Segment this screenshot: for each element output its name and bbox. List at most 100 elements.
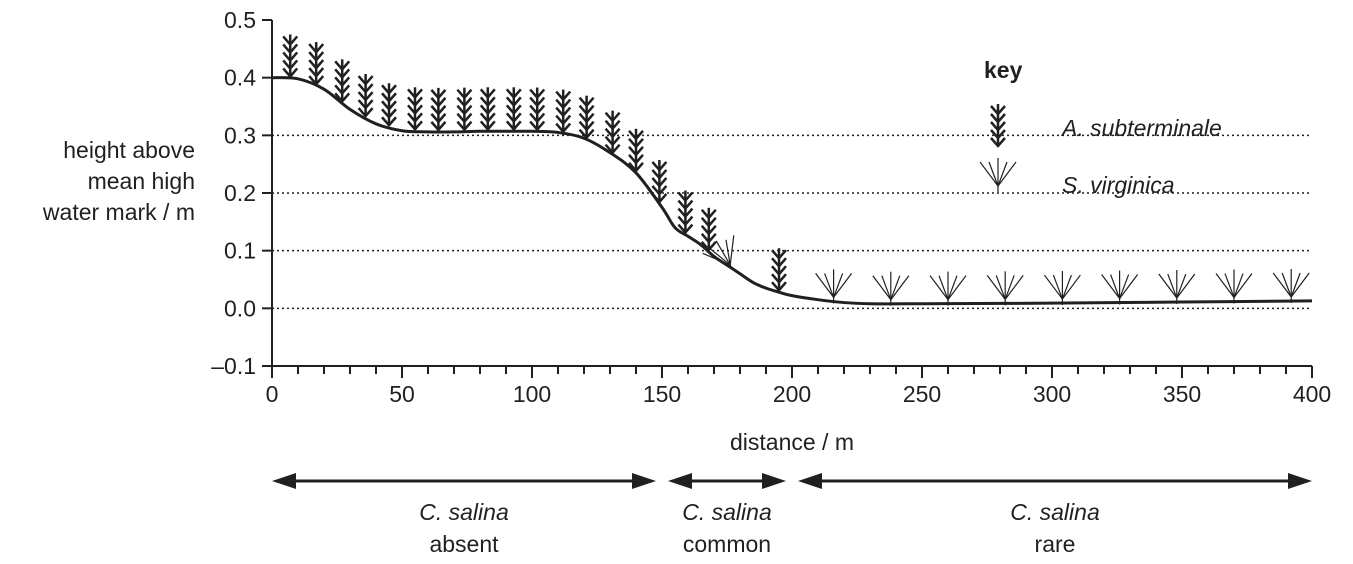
x-tick-label: 250 — [903, 381, 941, 407]
chevron — [334, 76, 351, 88]
stroke — [1004, 275, 1015, 300]
marker-s-virginica — [872, 271, 910, 306]
stroke — [988, 161, 999, 187]
chevron — [308, 51, 325, 62]
chevron — [555, 106, 572, 118]
chevron — [505, 112, 522, 124]
stroke — [1176, 273, 1187, 299]
chevron — [282, 67, 299, 79]
stroke — [1004, 274, 1024, 300]
y-tick-label: 0.2 — [224, 180, 256, 206]
chevron — [479, 104, 496, 116]
marker-a-subterminale — [651, 159, 668, 204]
chevron — [700, 208, 717, 220]
chevron — [505, 104, 522, 116]
zone-species-label: C. salina — [682, 499, 771, 525]
chevron — [357, 99, 374, 110]
marker-s-virginica — [1101, 270, 1139, 305]
y-axis-title-line: mean high — [88, 168, 195, 194]
zone-arrow-head-right — [1288, 473, 1312, 489]
chevron — [334, 84, 351, 96]
stroke — [702, 252, 731, 266]
marker-s-virginica — [702, 235, 735, 271]
y-tick-label: 0.1 — [224, 238, 256, 264]
stroke — [1119, 274, 1130, 299]
chevron — [308, 43, 325, 54]
stroke — [1233, 273, 1244, 298]
stroke — [997, 161, 1008, 187]
chevron — [456, 104, 473, 116]
zone-arrow-head-right — [762, 473, 786, 489]
chevron — [407, 120, 423, 132]
chevron — [555, 98, 572, 110]
zone-arrow-head-left — [668, 473, 692, 489]
chevron — [282, 35, 299, 47]
marker-a-subterminale — [677, 190, 694, 235]
chevron — [381, 116, 397, 128]
stroke — [1061, 274, 1072, 300]
stroke — [1233, 273, 1253, 298]
chevron — [771, 273, 787, 285]
stroke — [995, 275, 1006, 300]
zone-arrow-head-left — [272, 473, 296, 489]
chevron — [407, 112, 423, 124]
chevron — [308, 67, 325, 78]
reference-lines — [272, 134, 1312, 310]
x-ticks: 0 50 100 150 200 250 300 350 400 — [266, 366, 1331, 407]
chevron — [700, 216, 717, 228]
marker-s-virginica — [1215, 269, 1253, 304]
stroke — [947, 275, 958, 300]
zone-annotations: C. salina absent C. salina common C. salina r… — [272, 473, 1312, 557]
chevron — [604, 111, 621, 123]
marker-a-subterminale — [430, 87, 447, 132]
legend-title: key — [984, 57, 1023, 83]
stroke — [1224, 273, 1235, 298]
chevron — [578, 128, 595, 140]
marker-s-virginica — [815, 269, 853, 304]
chevron — [381, 92, 397, 104]
chevron — [771, 281, 787, 293]
x-tick-label: 350 — [1163, 381, 1201, 407]
zone-species-label: C. salina — [419, 499, 508, 525]
chevron — [604, 127, 621, 139]
chevron — [628, 129, 644, 141]
marker-a-subterminale — [381, 83, 397, 128]
chevron — [357, 83, 374, 94]
stroke — [890, 275, 901, 300]
y-ticks: –0.1 0.0 0.1 0.2 0.3 0.4 0.5 — [211, 7, 272, 379]
chevron — [479, 88, 496, 100]
stroke — [729, 235, 735, 266]
chevron — [479, 96, 496, 108]
chevron — [578, 96, 595, 108]
chevron — [529, 120, 546, 132]
zone-status-label: rare — [1035, 531, 1076, 557]
marker-a-subterminale — [628, 128, 644, 173]
chevron — [990, 105, 1006, 116]
chevron — [628, 161, 644, 173]
marker-a-subterminale — [282, 34, 299, 79]
chevron — [677, 191, 694, 203]
stroke — [890, 275, 910, 301]
chevron — [381, 108, 397, 120]
chevron — [308, 59, 325, 70]
chevron — [529, 112, 546, 124]
chevron — [700, 224, 717, 236]
stroke — [1052, 274, 1063, 300]
stroke — [1110, 274, 1121, 299]
marker-a-subterminale — [771, 248, 787, 293]
chevron — [529, 104, 546, 116]
zone-arrow-head-left — [798, 473, 822, 489]
chevron — [578, 120, 595, 132]
zone-species-label: C. salina — [1010, 499, 1099, 525]
chevron — [334, 92, 351, 104]
y-axis-title-line: height above — [63, 137, 195, 163]
chevron — [381, 100, 397, 112]
marker-a-subterminale — [357, 74, 374, 118]
chevron — [308, 75, 325, 86]
stroke — [1290, 272, 1310, 298]
chevron — [357, 107, 374, 118]
chevron — [555, 90, 572, 102]
chevron — [604, 119, 621, 131]
stroke — [997, 161, 1017, 187]
